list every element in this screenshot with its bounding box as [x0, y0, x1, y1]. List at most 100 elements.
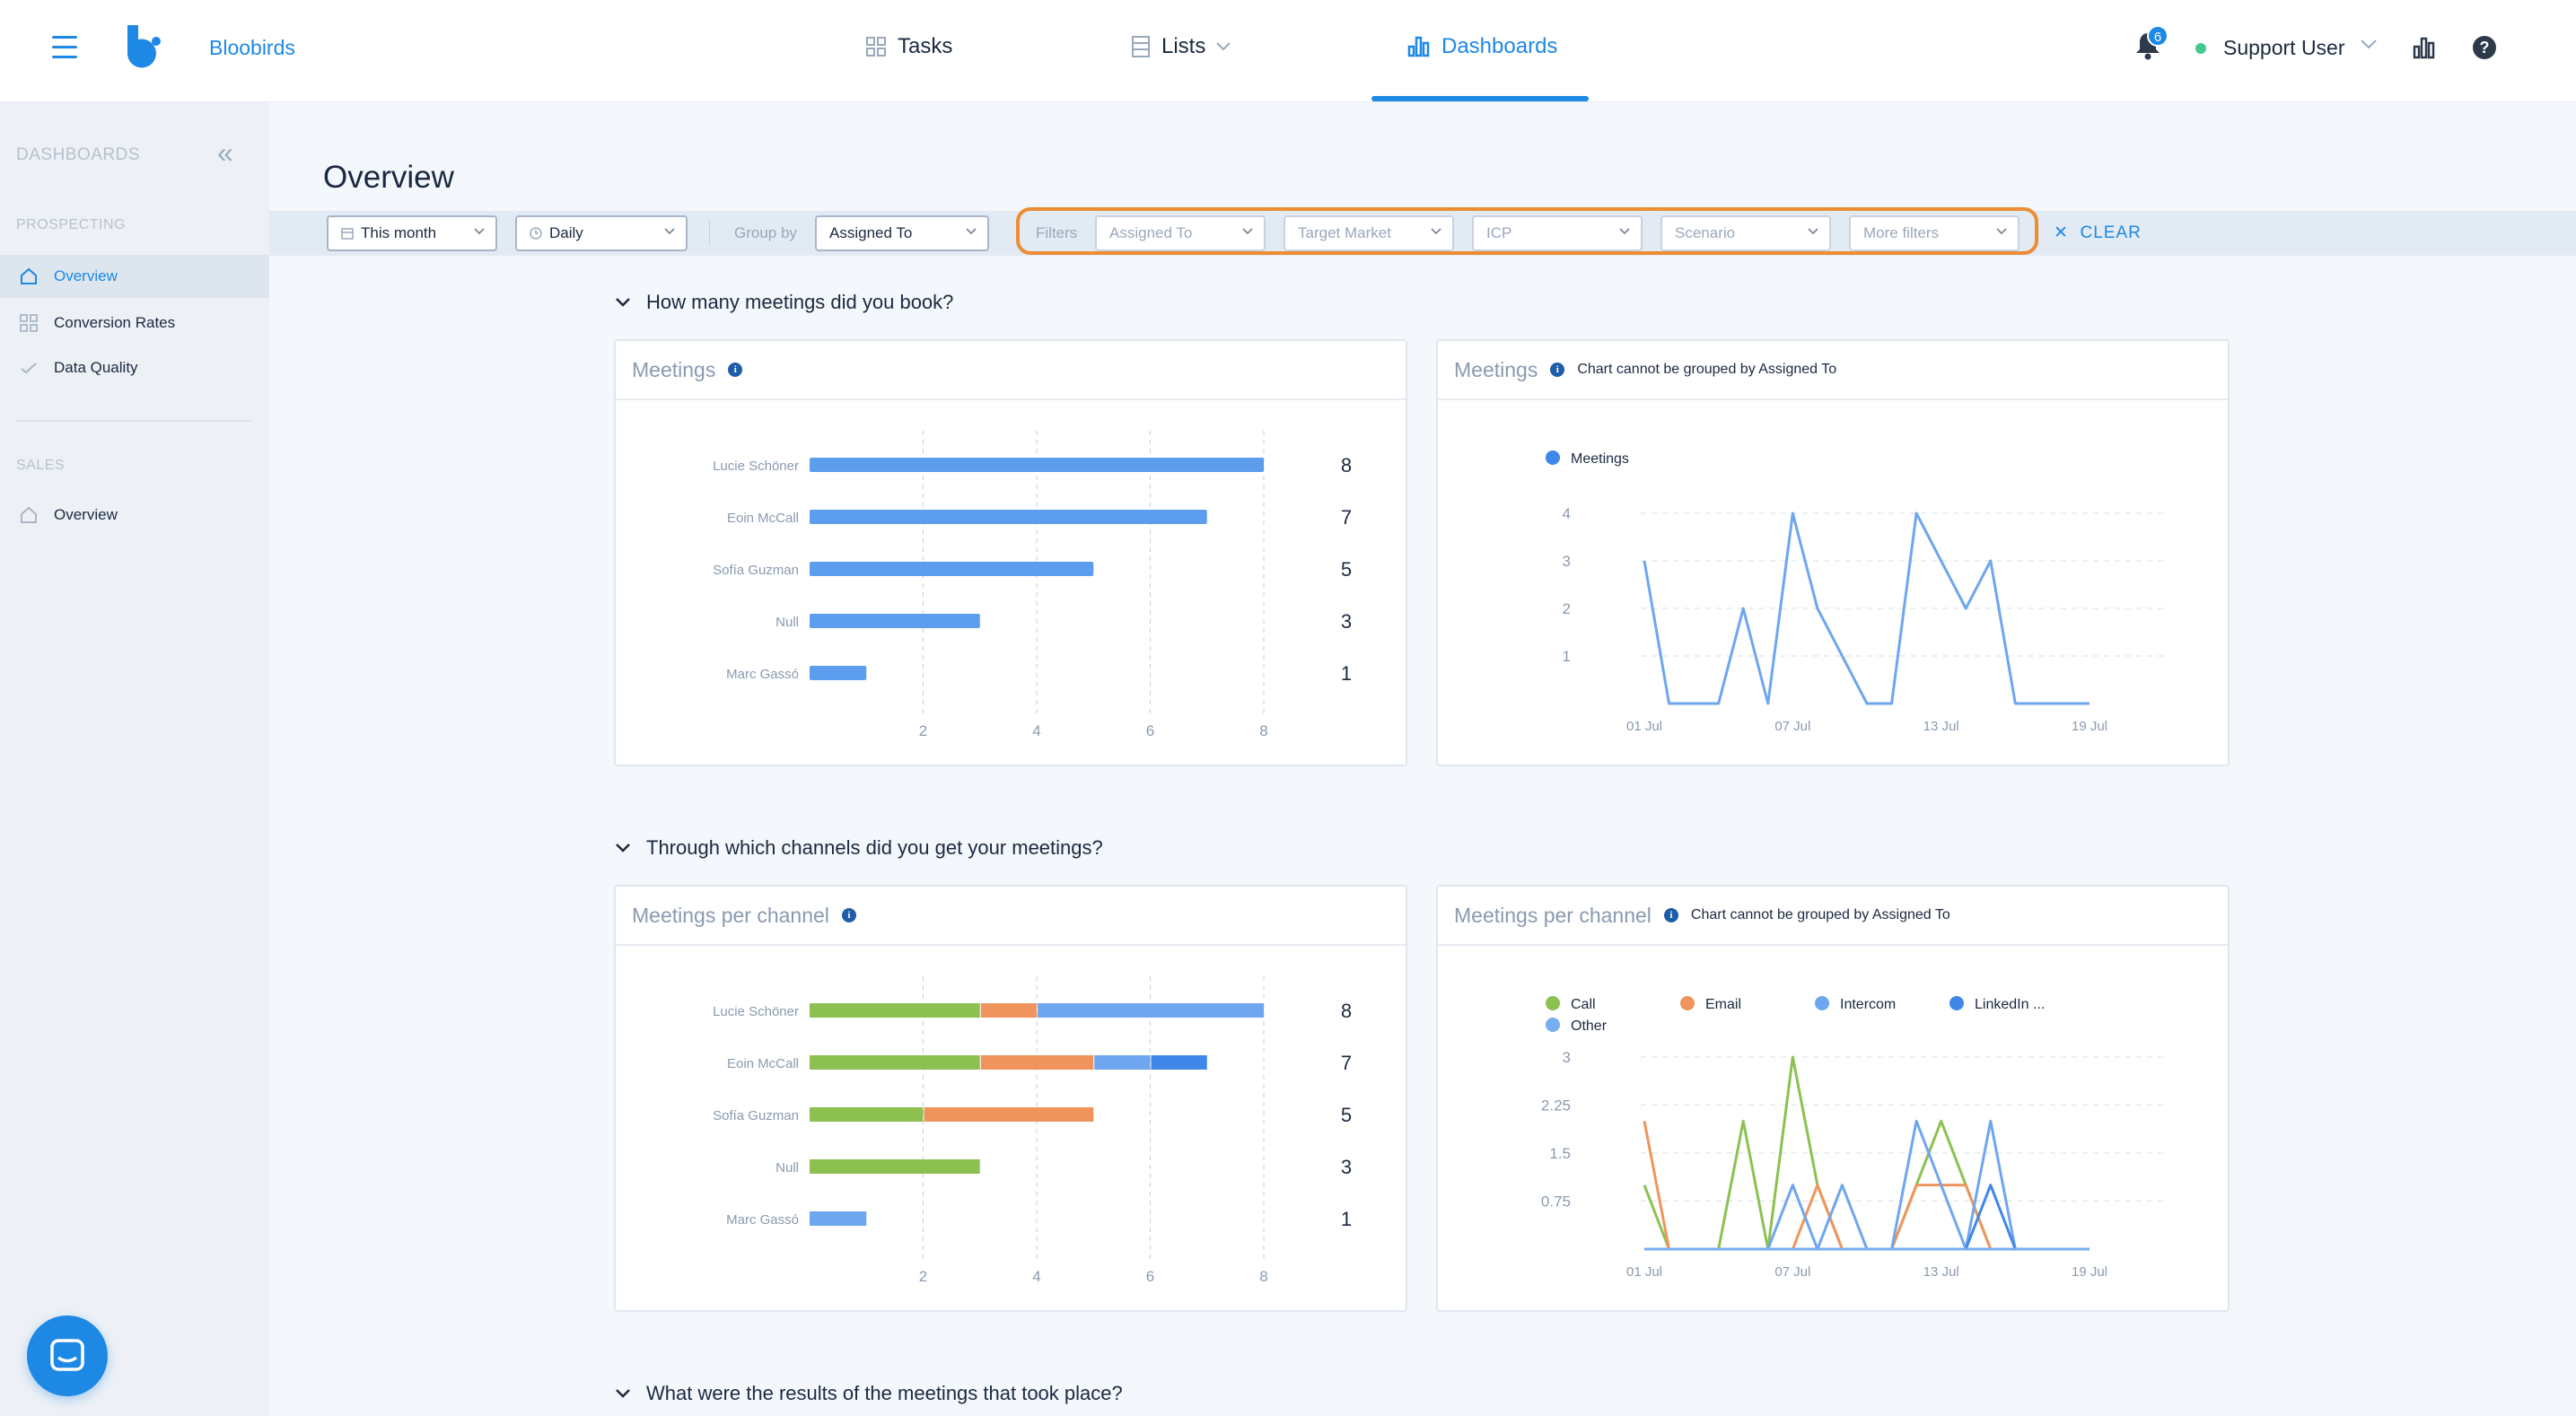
- info-icon[interactable]: i: [1550, 363, 1565, 377]
- group-by-label: Group by: [734, 224, 797, 241]
- channel-bar-chart: 2 4 6 8 Lucie Schöner 8 Eoin McCall 7 Sofía Guzm…: [713, 976, 1352, 1285]
- legend-label: Other: [1571, 1018, 1608, 1034]
- select-placeholder: Scenario: [1675, 224, 1736, 241]
- category-label: Marc Gassó: [726, 667, 799, 682]
- group-by-select[interactable]: Assigned To: [815, 215, 989, 251]
- filter-more-filters[interactable]: More filters: [1849, 215, 2020, 251]
- select-placeholder: Assigned To: [1109, 224, 1193, 241]
- filter-separator: [709, 221, 710, 246]
- sidebar-section-title: PROSPECTING: [16, 217, 126, 232]
- sidebar-header: DASHBOARDS: [16, 145, 141, 164]
- card-title: Meetings per channel: [632, 903, 829, 927]
- bar-value-label: 7: [1341, 1052, 1352, 1074]
- select-placeholder: More filters: [1863, 224, 1940, 241]
- filter-assigned-to[interactable]: Assigned To: [1095, 215, 1266, 251]
- sidebar-section-title: SALES: [16, 458, 66, 473]
- bloobirds-logo[interactable]: [126, 25, 165, 70]
- tab-dashboards[interactable]: Dashboards: [1407, 34, 1557, 59]
- x-tick-label: 13 Jul: [1923, 719, 1959, 734]
- info-icon[interactable]: i: [728, 363, 743, 377]
- card-title: Meetings: [632, 357, 716, 381]
- section-toggle-meetings-booked[interactable]: How many meetings did you book?: [616, 291, 953, 314]
- bar-segment-call: [810, 1159, 980, 1174]
- granularity-select[interactable]: Daily: [515, 215, 688, 251]
- bar-value-label: 8: [1341, 454, 1352, 476]
- x-tick-label: 8: [1259, 722, 1267, 739]
- x-tick-label: 07 Jul: [1774, 1264, 1810, 1280]
- filter-icp[interactable]: ICP: [1472, 215, 1643, 251]
- filters-highlight: [1016, 207, 2038, 255]
- bar-chart-icon: [1407, 36, 1430, 57]
- tab-tasks[interactable]: Tasks: [865, 34, 952, 59]
- meetings-line-chart: 1 2 3 4 01 Jul 07 Jul 13 Jul 19 Jul Meetings: [1546, 450, 2167, 734]
- info-icon[interactable]: i: [1663, 908, 1678, 922]
- chat-icon: [50, 1339, 84, 1371]
- section-question: What were the results of the meetings th…: [646, 1382, 1123, 1404]
- series-line-email: [1643, 1121, 2090, 1251]
- y-tick-label: 2: [1563, 600, 1571, 617]
- chevron-down-icon[interactable]: [2361, 39, 2377, 50]
- chevron-down-icon: [616, 298, 630, 307]
- notification-badge: 6: [2147, 25, 2169, 47]
- chevron-down-icon: [616, 843, 630, 852]
- select-placeholder: ICP: [1486, 224, 1512, 241]
- info-icon[interactable]: i: [841, 908, 856, 922]
- chevron-down-icon: [1431, 228, 1441, 235]
- hamburger-menu-icon[interactable]: [52, 36, 77, 59]
- card-title: Meetings: [1454, 357, 1538, 381]
- legend-label: Intercom: [1840, 997, 1896, 1012]
- section-toggle-meeting-results[interactable]: What were the results of the meetings th…: [616, 1382, 1123, 1405]
- card-meetings-bar: Meetings i 2 4 6 8 Lucie Schöner 8 Eoin McCall 7…: [614, 339, 1407, 766]
- filters-label: Filters: [1036, 224, 1078, 241]
- filter-target-market[interactable]: Target Market: [1284, 215, 1454, 251]
- legend-marker: [1815, 996, 1829, 1010]
- x-tick-label: 13 Jul: [1923, 1264, 1959, 1280]
- legend-marker: [1546, 450, 1560, 465]
- sidebar-item-label: Overview: [54, 506, 118, 523]
- close-icon: ✕: [2054, 223, 2069, 242]
- tab-label: Dashboards: [1441, 34, 1558, 58]
- chevron-down-icon: [1216, 42, 1231, 51]
- clear-label: CLEAR: [2080, 223, 2142, 242]
- bar-segment-call: [810, 1107, 924, 1122]
- card-meetings-line: Meetings i Chart cannot be grouped by Assi…: [1436, 339, 2230, 766]
- brand-name[interactable]: Bloobirds: [209, 36, 295, 59]
- series-line-meetings: [1643, 511, 2090, 705]
- bar-segment-intercom: [1038, 1003, 1264, 1018]
- collapse-sidebar-icon[interactable]: «: [217, 136, 233, 169]
- sidebar-item-conversion-rates[interactable]: Conversion Rates: [0, 302, 269, 345]
- chevron-down-icon: [616, 1389, 630, 1398]
- help-icon[interactable]: ?: [2473, 36, 2496, 59]
- section-toggle-meeting-channels[interactable]: Through which channels did you get your …: [616, 836, 1103, 860]
- bar-value-label: 1: [1341, 1208, 1352, 1230]
- select-value: Assigned To: [829, 224, 913, 241]
- legend-marker: [1546, 1018, 1560, 1032]
- tab-lists[interactable]: Lists: [1131, 34, 1231, 59]
- filter-scenario[interactable]: Scenario: [1660, 215, 1831, 251]
- check-icon: [21, 363, 37, 374]
- y-tick-label: 4: [1563, 505, 1571, 522]
- user-menu[interactable]: Support User: [2223, 36, 2345, 59]
- y-tick-label: 2.25: [1541, 1097, 1571, 1114]
- date-range-select[interactable]: This month: [327, 215, 497, 251]
- bar-value-label: 1: [1341, 662, 1352, 685]
- chat-support-button[interactable]: [27, 1315, 108, 1396]
- legend-marker: [1950, 996, 1964, 1010]
- x-tick-label: 01 Jul: [1626, 719, 1662, 734]
- clear-filters-button[interactable]: ✕ CLEAR: [2054, 223, 2142, 243]
- y-tick-label: 1.5: [1549, 1145, 1571, 1162]
- sidebar-item-overview[interactable]: Overview: [0, 255, 269, 298]
- bar-value-label: 3: [1341, 1156, 1352, 1178]
- x-tick-label: 4: [1032, 1268, 1040, 1285]
- analytics-icon[interactable]: [2413, 36, 2436, 59]
- sidebar-item-data-quality[interactable]: Data Quality: [0, 346, 269, 389]
- sidebar-item-sales-overview[interactable]: Overview: [0, 494, 269, 537]
- x-tick-label: 19 Jul: [2072, 719, 2107, 734]
- legend-marker: [1546, 996, 1560, 1010]
- category-label: Lucie Schöner: [713, 1004, 799, 1019]
- list-icon: [1132, 36, 1150, 57]
- bar-segment-intercom: [810, 1211, 867, 1226]
- chevron-down-icon: [966, 228, 977, 235]
- x-tick-label: 6: [1146, 1268, 1154, 1285]
- series-line-intercom: [1644, 1119, 2090, 1251]
